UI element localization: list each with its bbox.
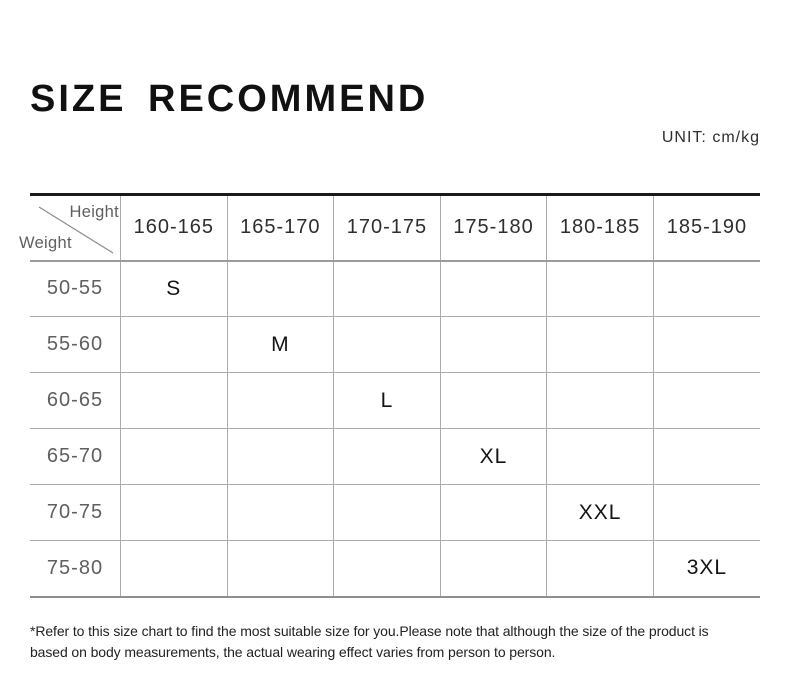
empty-cell: [439, 540, 547, 597]
empty-cell: [439, 316, 547, 373]
empty-cell: [546, 260, 654, 317]
unit-label: UNIT: cm/kg: [661, 129, 760, 146]
empty-cell: [546, 540, 654, 597]
row-label: 70-75: [46, 501, 104, 523]
corner-cell: Height Weight: [19, 195, 121, 261]
empty-cell: [439, 484, 547, 541]
column-header: 160-165: [120, 194, 228, 261]
table-row: 65-70 XL: [30, 428, 760, 485]
empty-cell: [120, 484, 228, 541]
empty-cell: [652, 372, 760, 429]
empty-cell: [652, 484, 760, 541]
footnote-line: based on body measurements, the actual w…: [30, 644, 556, 660]
size-cell: 3XL: [652, 540, 760, 597]
empty-cell: [333, 316, 441, 373]
empty-cell: [546, 372, 654, 429]
column-header: 165-170: [226, 194, 334, 261]
footnote-line: *Refer to this size chart to find the mo…: [30, 623, 709, 639]
size-cell: S: [120, 260, 228, 317]
empty-cell: [120, 540, 228, 597]
row-label: 65-70: [46, 445, 104, 467]
table-header: Height Weight 160-165 165-170 170-175 175-1…: [19, 194, 760, 261]
footnote: *Refer to this size chart to find the mo…: [30, 621, 709, 663]
row-label: 55-60: [46, 333, 104, 355]
empty-cell: [333, 260, 441, 317]
empty-cell: [120, 316, 228, 373]
table-body: 50-55 S 55-60 M 60-65 L 65-70 XL 70-75 XXL 75-80 3X…: [30, 260, 760, 597]
size-cell: XL: [439, 428, 547, 485]
page-title: SIZE RECOMMEND: [30, 78, 429, 120]
empty-cell: [120, 372, 228, 429]
empty-cell: [439, 260, 547, 317]
weight-axis-label: Weight: [19, 233, 72, 252]
empty-cell: [333, 428, 441, 485]
row-label: 60-65: [46, 389, 104, 411]
height-axis-label: Height: [69, 203, 119, 221]
table-row: 55-60 M: [30, 316, 760, 373]
diagonal-divider-icon: [38, 206, 114, 254]
empty-cell: [226, 428, 334, 485]
empty-cell: [652, 428, 760, 485]
empty-cell: [652, 316, 760, 373]
empty-cell: [546, 428, 654, 485]
row-label: 75-80: [46, 556, 104, 579]
table-row: 50-55 S: [30, 260, 760, 317]
table-row: 60-65 L: [30, 372, 760, 429]
size-cell: M: [226, 316, 334, 373]
header-row: Height Weight 160-165 165-170 170-175 175-1…: [19, 194, 760, 261]
size-cell: L: [333, 372, 441, 429]
empty-cell: [546, 316, 654, 373]
empty-cell: [226, 372, 334, 429]
empty-cell: [333, 540, 441, 597]
empty-cell: [439, 372, 547, 429]
empty-cell: [120, 428, 228, 485]
size-table: Height Weight 160-165 165-170 170-175 175-1…: [19, 193, 760, 598]
table-row: 70-75 XXL: [30, 484, 760, 541]
empty-cell: [226, 260, 334, 317]
column-header: 185-190: [652, 194, 760, 261]
column-header: 175-180: [439, 194, 547, 261]
row-label: 50-55: [46, 277, 104, 300]
empty-cell: [652, 260, 760, 317]
empty-cell: [226, 484, 334, 541]
column-header: 180-185: [546, 194, 654, 261]
column-header: 170-175: [333, 194, 441, 261]
size-cell: XXL: [546, 484, 654, 541]
table-row: 75-80 3XL: [30, 540, 760, 597]
empty-cell: [333, 484, 441, 541]
empty-cell: [226, 540, 334, 597]
